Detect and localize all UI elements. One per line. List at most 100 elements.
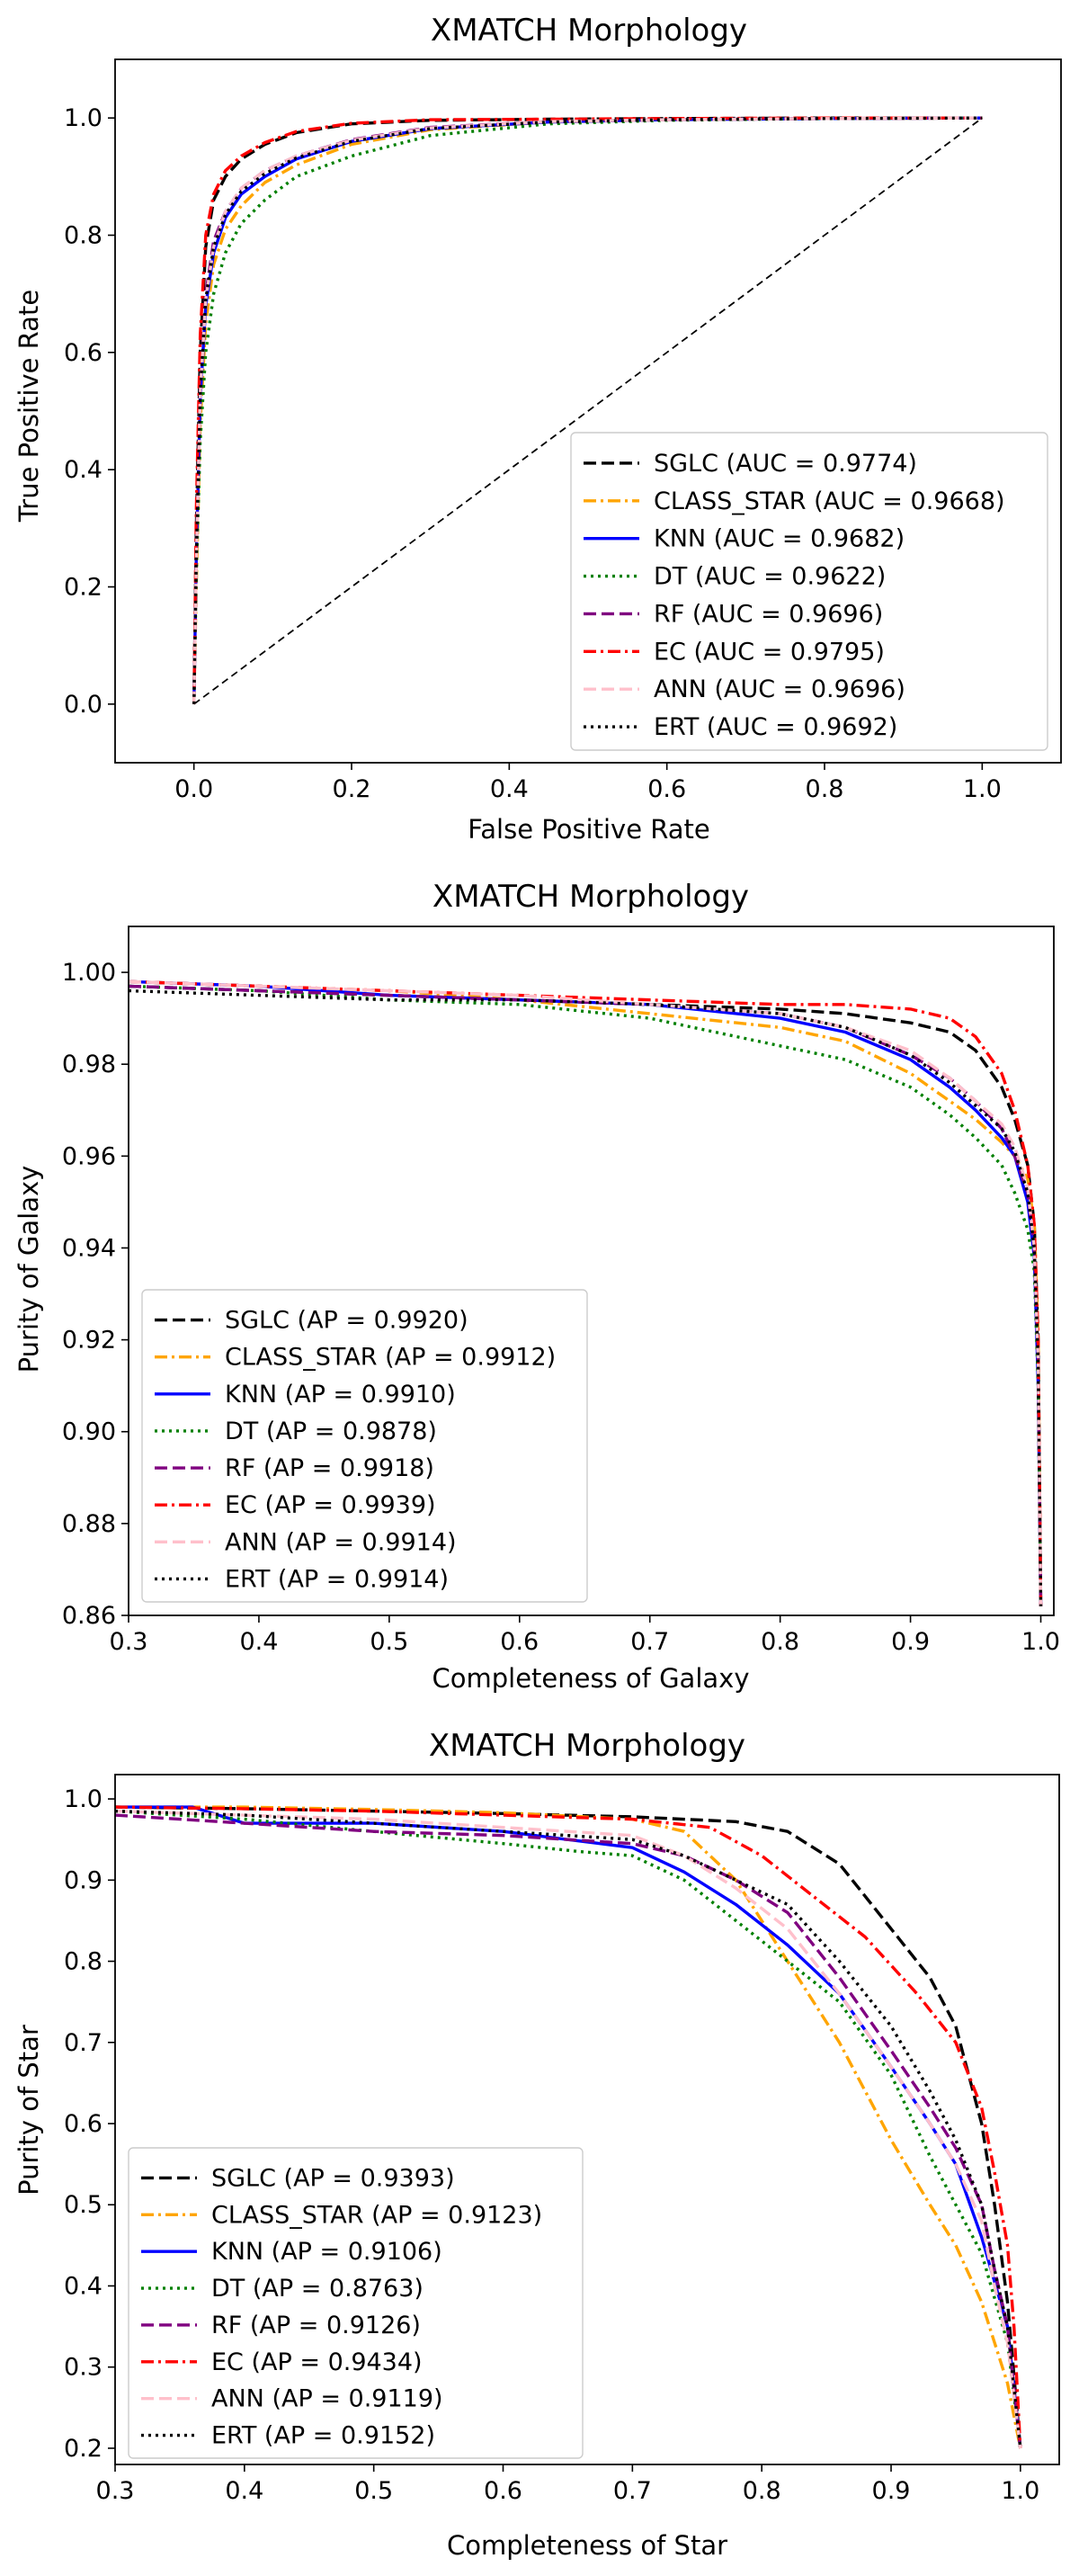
- star-pr-title: XMATCH Morphology: [429, 1728, 745, 1764]
- star-pr-ytick-label: 0.7: [64, 2029, 103, 2057]
- roc-legend-label-8: ERT (AUC = 0.9692): [654, 713, 897, 741]
- star-pr-panel: XMATCH Morphology Completeness of Star P…: [13, 1728, 1060, 2561]
- galaxy-pr-xtick-label: 0.3: [110, 1628, 148, 1656]
- roc-chance-line: [193, 117, 983, 705]
- roc-legend-label-4: DT (AUC = 0.9622): [654, 563, 886, 591]
- roc-panel: XMATCH Morphology False Positive Rate Tr…: [13, 13, 1062, 845]
- star-pr-legend-label-7: ANN (AP = 0.9119): [211, 2385, 443, 2413]
- roc-legend-label-3: KNN (AUC = 0.9682): [654, 525, 905, 553]
- galaxy-pr-ylabel: Purity of Galaxy: [13, 1166, 44, 1373]
- roc-series-line-2: [192, 116, 983, 704]
- star-pr-xtick-label: 0.8: [743, 2477, 781, 2505]
- roc-plot-area: 0.0 0.2 0.4 0.6 0.8 1.0 0.0 0.2 0.4 0.6 0.8 1.0 SGLC…: [64, 58, 1062, 803]
- star-pr-ytick-label: 0.5: [64, 2191, 103, 2219]
- galaxy-pr-series-line-8: [129, 988, 1043, 1606]
- star-pr-ytick-label: 0.9: [64, 1866, 103, 1894]
- roc-ytick-label: 0.4: [64, 456, 103, 484]
- star-pr-legend-box: [128, 2147, 584, 2459]
- roc-xtick-label: 0.0: [174, 775, 213, 803]
- star-pr-ytick-label: 0.2: [64, 2435, 103, 2463]
- galaxy-pr-series-line-4: [129, 984, 1043, 1606]
- star-pr-xtick-label: 0.3: [96, 2477, 135, 2505]
- star-pr-ytick-label: 1.0: [64, 1785, 103, 1813]
- galaxy-pr-series-group: [129, 979, 1043, 1606]
- star-pr-legend-label-8: ERT (AP = 0.9152): [211, 2422, 435, 2450]
- roc-ytick-label: 0.2: [64, 574, 103, 602]
- star-pr-series-line-1: [115, 1805, 1022, 2449]
- star-pr-ytick-label: 0.8: [64, 1948, 103, 1976]
- galaxy-pr-xtick-label: 0.7: [630, 1628, 669, 1656]
- star-pr-series-line-3: [115, 1805, 1022, 2449]
- roc-ytick-label: 0.8: [64, 222, 103, 250]
- galaxy-pr-ytick-label: 0.92: [62, 1327, 116, 1355]
- roc-xtick-label: 0.8: [806, 775, 844, 803]
- galaxy-pr-xtick-label: 0.8: [761, 1628, 799, 1656]
- roc-legend-label-7: ANN (AUC = 0.9696): [654, 675, 905, 703]
- galaxy-pr-xtick-label: 0.5: [370, 1628, 408, 1656]
- roc-legend-box: [570, 432, 1048, 751]
- star-pr-legend-label-1: SGLC (AP = 0.9393): [211, 2164, 455, 2192]
- roc-legend-label-5: RF (AUC = 0.9696): [654, 600, 883, 628]
- galaxy-pr-legend-label-3: KNN (AP = 0.9910): [225, 1381, 456, 1409]
- galaxy-pr-ytick-label: 0.86: [62, 1602, 116, 1630]
- galaxy-pr-ytick-label: 0.94: [62, 1234, 116, 1262]
- star-pr-xtick-label: 0.9: [872, 2477, 911, 2505]
- star-pr-series-line-8: [115, 1809, 1022, 2449]
- galaxy-pr-series-line-7: [129, 979, 1043, 1606]
- roc-series-line-6: [192, 116, 983, 704]
- galaxy-pr-legend-label-1: SGLC (AP = 0.9920): [225, 1307, 468, 1335]
- star-pr-xtick-label: 1.0: [1001, 2477, 1039, 2505]
- star-pr-series-line-2: [115, 1805, 1022, 2449]
- roc-series-line-7: [192, 116, 983, 704]
- galaxy-pr-legend-label-5: RF (AP = 0.9918): [225, 1454, 434, 1482]
- star-pr-xlabel: Completeness of Star: [447, 2530, 727, 2561]
- roc-ylabel: True Positive Rate: [13, 290, 44, 523]
- star-pr-ytick-label: 0.6: [64, 2110, 103, 2138]
- galaxy-pr-axes-frame: [128, 926, 1055, 1616]
- galaxy-pr-ytick-label: 0.96: [62, 1142, 116, 1170]
- star-pr-xtick-label: 0.5: [354, 2477, 393, 2505]
- galaxy-pr-title: XMATCH Morphology: [432, 879, 749, 915]
- galaxy-pr-ytick-label: 1.00: [62, 959, 116, 987]
- galaxy-pr-legend-label-8: ERT (AP = 0.9914): [225, 1565, 449, 1593]
- roc-xtick-label: 0.2: [333, 775, 371, 803]
- roc-xlabel: False Positive Rate: [468, 814, 710, 845]
- star-pr-series-line-4: [115, 1809, 1022, 2449]
- roc-series-line-4: [192, 116, 983, 704]
- star-pr-xtick-label: 0.4: [225, 2477, 263, 2505]
- galaxy-pr-xtick-label: 1.0: [1021, 1628, 1060, 1656]
- roc-ytick-label: 1.0: [64, 104, 103, 132]
- star-pr-legend-label-5: RF (AP = 0.9126): [211, 2312, 421, 2339]
- star-pr-series-line-7: [115, 1809, 1022, 2449]
- galaxy-pr-ytick-label: 0.98: [62, 1051, 116, 1078]
- star-pr-xtick-label: 0.7: [613, 2477, 652, 2505]
- galaxy-pr-legend-label-6: EC (AP = 0.9939): [225, 1491, 436, 1519]
- galaxy-pr-series-line-5: [129, 984, 1043, 1606]
- star-pr-axes-frame: [114, 1774, 1060, 2465]
- roc-xtick-label: 0.6: [647, 775, 686, 803]
- galaxy-pr-xtick-label: 0.9: [891, 1628, 930, 1656]
- star-pr-legend-label-6: EC (AP = 0.9434): [211, 2348, 423, 2376]
- star-pr-legend-label-2: CLASS_STAR (AP = 0.9123): [211, 2201, 542, 2229]
- galaxy-pr-xlabel: Completeness of Galaxy: [432, 1663, 750, 1694]
- roc-axes-frame: [114, 58, 1062, 764]
- roc-title: XMATCH Morphology: [431, 13, 747, 49]
- galaxy-pr-legend-label-4: DT (AP = 0.9878): [225, 1418, 437, 1445]
- roc-ytick-label: 0.0: [64, 691, 103, 719]
- galaxy-pr-xtick-label: 0.6: [500, 1628, 539, 1656]
- galaxy-pr-ytick-label: 0.90: [62, 1418, 116, 1446]
- galaxy-pr-ytick-label: 0.88: [62, 1510, 116, 1538]
- galaxy-pr-legend-label-2: CLASS_STAR (AP = 0.9912): [225, 1344, 556, 1372]
- galaxy-pr-plot-area: 0.3 0.4 0.5 0.6 0.7 0.8 0.9 1.0 0.86 0.88 0.90 0.92…: [62, 926, 1060, 1656]
- roc-xtick-label: 0.4: [490, 775, 529, 803]
- star-pr-ytick-label: 0.3: [64, 2354, 103, 2382]
- star-pr-legend-label-4: DT (AP = 0.8763): [211, 2275, 424, 2303]
- star-pr-series-line-6: [115, 1805, 1022, 2449]
- galaxy-pr-panel: XMATCH Morphology Completeness of Galaxy…: [13, 879, 1060, 1694]
- star-pr-series-group: [115, 1805, 1022, 2449]
- roc-legend-label-6: EC (AUC = 0.9795): [654, 638, 885, 666]
- galaxy-pr-legend-label-7: ANN (AP = 0.9914): [225, 1528, 457, 1556]
- roc-series-group: [192, 116, 983, 705]
